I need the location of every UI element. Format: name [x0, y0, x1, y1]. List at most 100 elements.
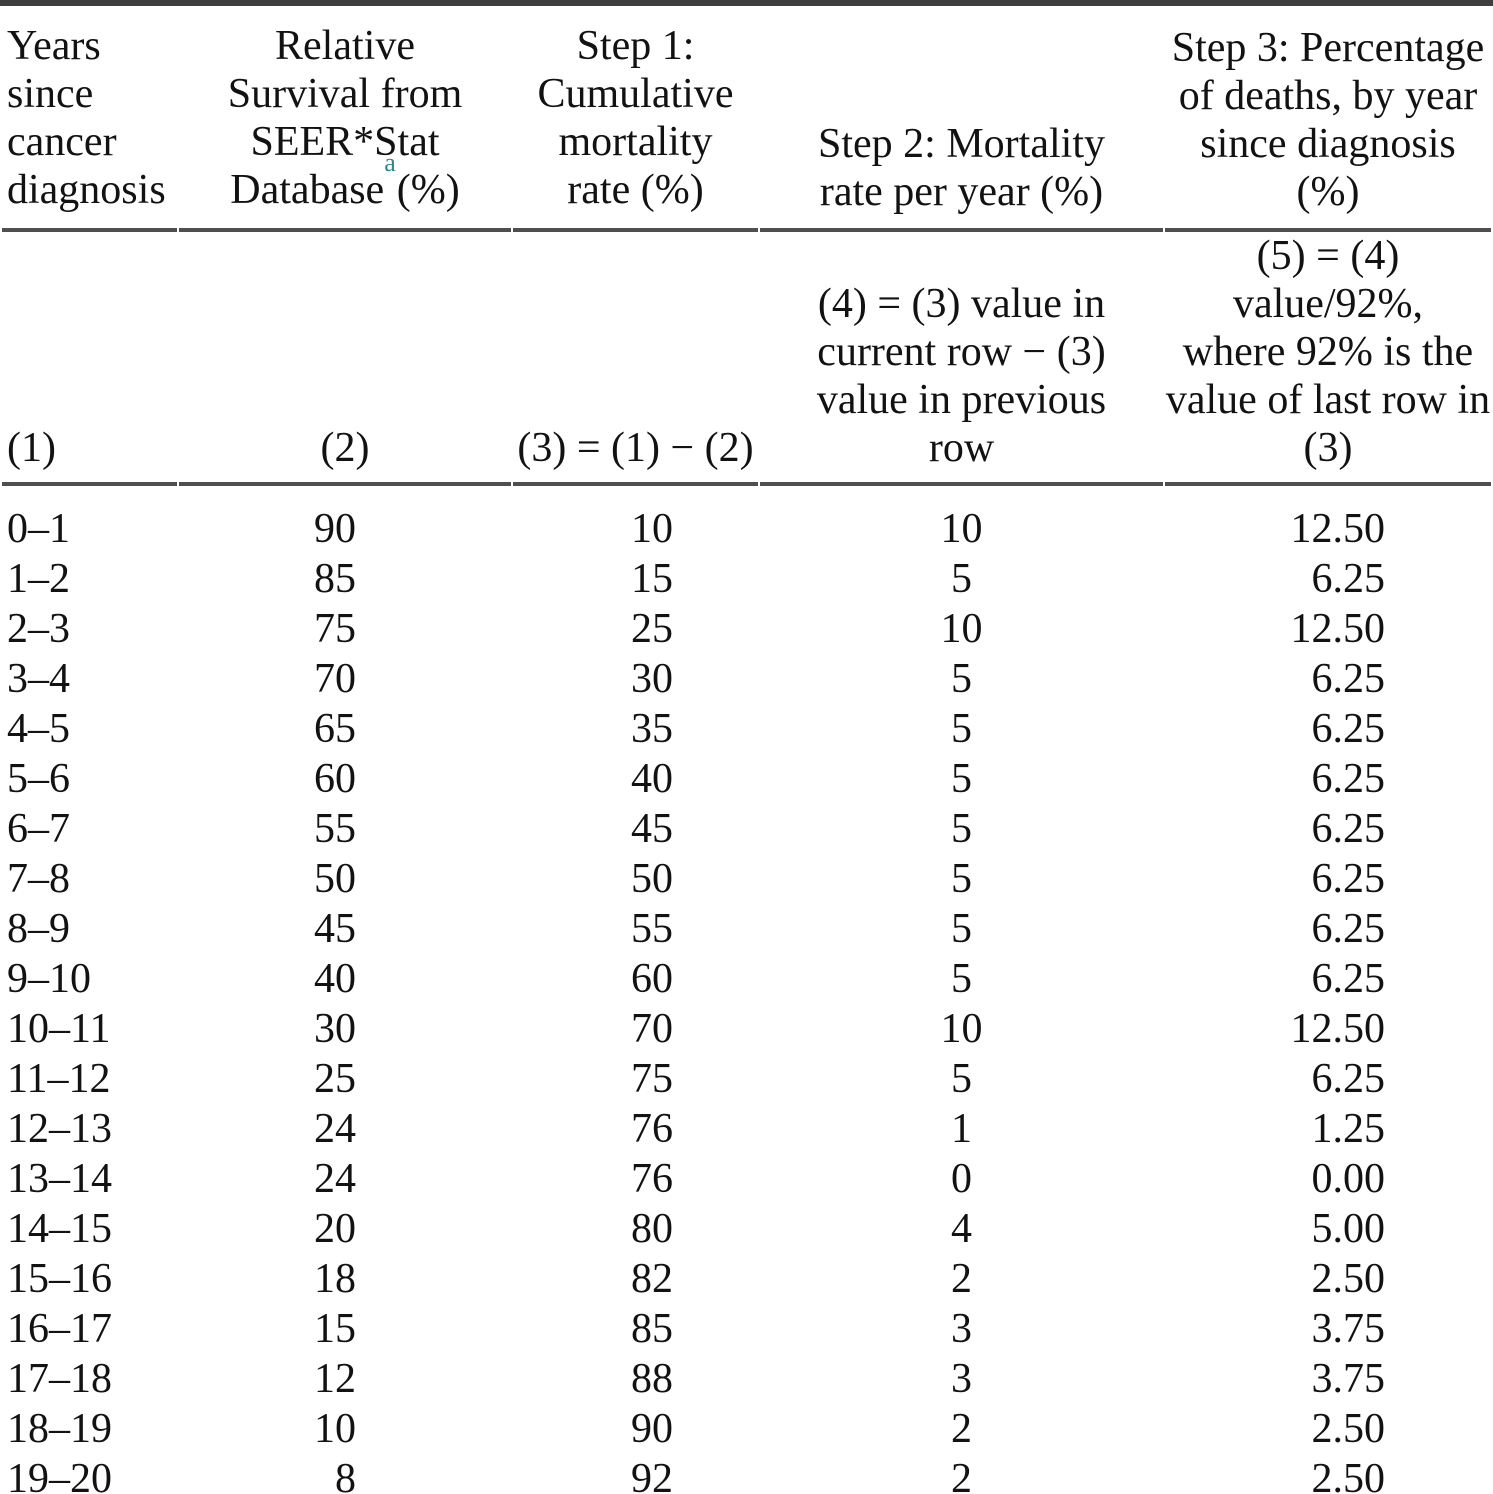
table-row: 4–5 65 35 5 6.25 — [2, 704, 1491, 754]
table-row: 5–6 60 40 5 6.25 — [2, 754, 1491, 804]
cell-relative-survival: 90 — [314, 506, 356, 552]
cell-years-range: 16–17 — [7, 1306, 112, 1352]
formula-col1: (1) — [2, 232, 177, 486]
cell-cumulative-mortality: 76 — [631, 1156, 673, 1202]
cell-years-range: 2–3 — [7, 606, 70, 652]
cell-percentage-of-deaths: 6.25 — [1311, 856, 1386, 902]
cell-percentage-of-deaths: 12.50 — [1290, 606, 1386, 652]
header-line: mortality — [558, 119, 713, 165]
table-row: 2–3 75 25 10 12.50 — [2, 604, 1491, 654]
cell-mortality-rate-per-year: 0 — [951, 1156, 972, 1202]
column-header-relative-survival: Relative Survival from SEER*Stat Databas… — [179, 6, 511, 232]
cell-mortality-rate-per-year: 10 — [940, 606, 983, 652]
formula-row: (1) (2) (3) = (1) − (2) (4) = (3) value … — [2, 232, 1491, 486]
cell-mortality-rate-per-year: 5 — [951, 756, 972, 802]
cell-cumulative-mortality: 75 — [631, 1056, 673, 1102]
table-row: 12–13 24 76 1 1.25 — [2, 1104, 1491, 1154]
percent-suffix: (%) — [396, 167, 460, 213]
header-line: since — [7, 71, 94, 117]
cell-cumulative-mortality: 80 — [631, 1206, 673, 1252]
table-row: 3–4 70 30 5 6.25 — [2, 654, 1491, 704]
cell-relative-survival: 18 — [314, 1256, 356, 1302]
table-row: 17–18 12 88 3 3.75 — [2, 1354, 1491, 1404]
table-row: 8–9 45 55 5 6.25 — [2, 904, 1491, 954]
cell-cumulative-mortality: 50 — [631, 856, 673, 902]
column-header-percentage-of-deaths: Step 3: Percentage of deaths, by year si… — [1165, 6, 1491, 232]
cell-relative-survival: 25 — [314, 1056, 356, 1102]
cell-years-range: 9–10 — [7, 956, 91, 1002]
cell-mortality-rate-per-year: 5 — [951, 1056, 972, 1102]
cell-relative-survival: 12 — [314, 1356, 356, 1402]
cell-mortality-rate-per-year: 5 — [951, 806, 972, 852]
table-row: 13–14 24 76 0 0.00 — [2, 1154, 1491, 1204]
header-line: Step 1: — [576, 23, 695, 69]
cell-mortality-rate-per-year: 2 — [951, 1256, 972, 1302]
cell-relative-survival: 75 — [314, 606, 356, 652]
cell-years-range: 5–6 — [7, 756, 70, 802]
cell-relative-survival: 60 — [314, 756, 356, 802]
table-row: 18–19 10 90 2 2.50 — [2, 1404, 1491, 1454]
cell-mortality-rate-per-year: 4 — [951, 1206, 972, 1252]
header-row: Years since cancer diagnosis Relative Su… — [2, 6, 1491, 232]
table-row: 15–16 18 82 2 2.50 — [2, 1254, 1491, 1304]
cell-cumulative-mortality: 82 — [631, 1256, 673, 1302]
table-row: 19–20 8 92 2 2.50 — [2, 1454, 1491, 1494]
cell-percentage-of-deaths: 12.50 — [1290, 1006, 1386, 1052]
column-header-years-since-diagnosis: Years since cancer diagnosis — [2, 6, 177, 232]
cell-mortality-rate-per-year: 5 — [951, 706, 972, 752]
cell-mortality-rate-per-year: 3 — [951, 1356, 972, 1402]
header-line: since diagnosis (%) — [1200, 121, 1456, 215]
cell-percentage-of-deaths: 2.50 — [1311, 1256, 1386, 1302]
cell-relative-survival: 65 — [314, 706, 356, 752]
cell-percentage-of-deaths: 2.50 — [1311, 1406, 1386, 1452]
header-line: Step 3: Percentage — [1171, 25, 1485, 71]
cell-cumulative-mortality: 45 — [631, 806, 673, 852]
formula-line: current row − (3) — [817, 329, 1106, 375]
formula-line: (4) = (3) value in — [817, 281, 1106, 327]
cell-cumulative-mortality: 88 — [631, 1356, 673, 1402]
cell-relative-survival: 8 — [335, 1456, 356, 1494]
cell-relative-survival: 20 — [314, 1206, 356, 1252]
cell-relative-survival: 45 — [314, 906, 356, 952]
table-row: 10–11 30 70 10 12.50 — [2, 1004, 1491, 1054]
formula-line: (5) = (4) value/92%, — [1232, 233, 1424, 327]
cell-percentage-of-deaths: 6.25 — [1311, 956, 1386, 1002]
formula-col4: (4) = (3) value in current row − (3) val… — [760, 232, 1163, 486]
top-rule — [0, 0, 1493, 6]
cell-percentage-of-deaths: 6.25 — [1311, 906, 1386, 952]
cell-mortality-rate-per-year: 2 — [951, 1406, 972, 1452]
cell-mortality-rate-per-year: 10 — [940, 506, 983, 552]
cell-years-range: 1–2 — [7, 556, 70, 602]
header-line: Relative — [275, 23, 415, 69]
cell-years-range: 12–13 — [7, 1106, 112, 1152]
table-row: 1–2 85 15 5 6.25 — [2, 554, 1491, 604]
cell-years-range: 17–18 — [7, 1356, 112, 1402]
cell-years-range: 13–14 — [7, 1156, 112, 1202]
cell-mortality-rate-per-year: 5 — [951, 956, 972, 1002]
cell-mortality-rate-per-year: 5 — [951, 906, 972, 952]
cell-relative-survival: 24 — [314, 1106, 356, 1152]
cell-cumulative-mortality: 15 — [631, 556, 673, 602]
header-line: of deaths, by year — [1178, 73, 1478, 119]
formula-col3: (3) = (1) − (2) — [513, 232, 758, 486]
table-row: 11–12 25 75 5 6.25 — [2, 1054, 1491, 1104]
cell-mortality-rate-per-year: 10 — [940, 1006, 983, 1052]
cell-years-range: 4–5 — [7, 706, 70, 752]
cell-relative-survival: 10 — [314, 1406, 356, 1452]
cell-relative-survival: 30 — [314, 1006, 356, 1052]
cell-years-range: 7–8 — [7, 856, 70, 902]
cell-percentage-of-deaths: 6.25 — [1311, 756, 1386, 802]
cell-years-range: 14–15 — [7, 1206, 112, 1252]
header-line: Years — [7, 23, 101, 69]
table-row: 6–7 55 45 5 6.25 — [2, 804, 1491, 854]
column-header-cumulative-mortality: Step 1: Cumulative mortality rate (%) — [513, 6, 758, 232]
cell-relative-survival: 40 — [314, 956, 356, 1002]
cell-cumulative-mortality: 70 — [631, 1006, 673, 1052]
cell-cumulative-mortality: 90 — [631, 1406, 673, 1452]
cell-percentage-of-deaths: 1.25 — [1311, 1106, 1386, 1152]
cell-percentage-of-deaths: 6.25 — [1311, 556, 1386, 602]
cell-years-range: 8–9 — [7, 906, 70, 952]
header-line: Survival from — [227, 71, 463, 117]
header-line: SEER*Stat — [250, 119, 440, 165]
cell-percentage-of-deaths: 0.00 — [1311, 1156, 1386, 1202]
